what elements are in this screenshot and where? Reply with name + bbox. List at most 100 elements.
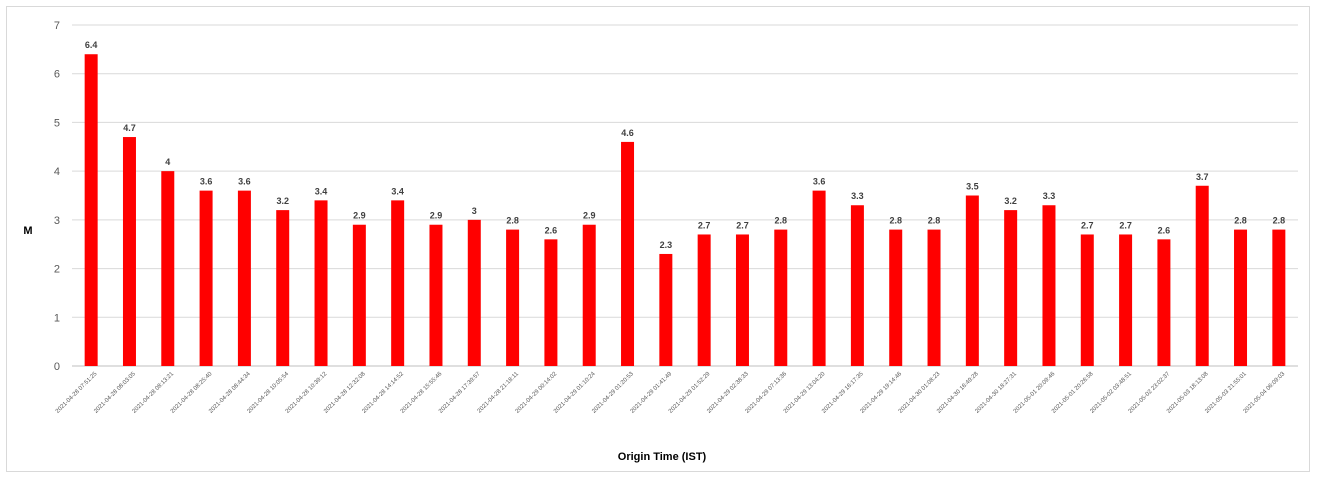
bar (429, 224, 443, 366)
x-tick-label: 2021-04-28 14:14:52 (361, 371, 405, 415)
data-label: 3.6 (238, 177, 251, 187)
x-tick-label: 2021-04-28 12:32:08 (323, 371, 367, 415)
bar (774, 229, 788, 366)
bar (199, 190, 213, 366)
bar (1195, 185, 1209, 366)
x-tick-label: 2021-04-28 08:13:21 (132, 371, 176, 415)
y-tick-label: 4 (54, 166, 60, 178)
data-label: 2.7 (1081, 220, 1094, 230)
data-label: 2.8 (928, 216, 941, 226)
data-label: 2.8 (889, 216, 902, 226)
data-label: 2.9 (583, 211, 596, 221)
x-tick-label: 2021-04-29 16:17:35 (821, 371, 865, 415)
bar (237, 190, 251, 366)
data-label: 2.8 (1234, 216, 1247, 226)
y-tick-label: 1 (54, 312, 60, 324)
bar (391, 200, 405, 366)
x-tick-label: 2021-04-28 17:39:57 (438, 371, 482, 415)
x-tick-label: 2021-04-29 01:20:53 (591, 371, 635, 415)
x-tick-label: 2021-05-04 06:09:03 (1243, 371, 1287, 415)
data-label: 3.7 (1196, 172, 1209, 182)
data-label: 3.4 (391, 186, 404, 196)
bar (812, 190, 826, 366)
y-tick-label: 5 (54, 117, 60, 129)
data-label: 6.4 (85, 40, 98, 50)
y-tick-label: 0 (54, 361, 60, 373)
data-label: 3.6 (813, 177, 826, 187)
x-tick-label: 2021-04-29 01:41:49 (630, 371, 674, 415)
bar (850, 205, 864, 366)
data-label: 2.9 (353, 211, 366, 221)
data-label: 2.9 (430, 211, 443, 221)
data-label: 3.3 (1043, 191, 1056, 201)
data-label: 2.3 (660, 240, 673, 250)
bar (927, 229, 941, 366)
y-tick-label: 7 (54, 20, 60, 32)
bar (735, 234, 749, 366)
data-label: 2.7 (736, 220, 749, 230)
data-label: 4.6 (621, 128, 634, 138)
x-tick-label: 2021-04-29 01:52:29 (668, 371, 712, 415)
data-label: 2.8 (1273, 216, 1286, 226)
x-tick-label: 2021-04-28 08:25:40 (170, 371, 214, 415)
bar (582, 224, 596, 366)
bar (1272, 229, 1286, 366)
x-tick-label: 2021-04-29 13:04:20 (783, 371, 827, 415)
x-tick-label: 2021-05-02 23:02:37 (1128, 371, 1172, 415)
bar (84, 54, 98, 366)
y-tick-label: 3 (54, 215, 60, 227)
x-tick-label: 2021-04-28 07:51:25 (55, 371, 99, 415)
x-tick-label: 2021-04-29 01:10:24 (553, 371, 597, 415)
bar (467, 219, 481, 366)
x-tick-label: 2021-04-30 18:27:31 (974, 371, 1018, 415)
x-tick-label: 2021-04-29 00:14:02 (515, 371, 559, 415)
bar (1042, 205, 1056, 366)
bar (889, 229, 903, 366)
bar (161, 171, 175, 366)
x-tick-label: 2021-05-03 21:55:01 (1204, 371, 1248, 415)
x-tick-label: 2021-05-01 20:09:46 (1013, 371, 1057, 415)
data-label: 3.3 (851, 191, 864, 201)
x-tick-label: 2021-04-30 01:08:23 (898, 371, 942, 415)
bar (1119, 234, 1133, 366)
y-tick-label: 6 (54, 69, 60, 81)
bar (1004, 210, 1018, 366)
bars (84, 54, 1286, 366)
y-axis-title: M (23, 225, 32, 237)
data-label: 3.2 (276, 196, 289, 206)
x-tick-label: 2021-05-01 20:26:58 (1051, 371, 1095, 415)
data-label: 3.4 (315, 186, 328, 196)
bar (276, 210, 290, 366)
x-tick-label: 2021-04-28 10:39:12 (285, 371, 329, 415)
x-tick-label: 2021-04-28 10:05:54 (246, 371, 290, 415)
bar (544, 239, 558, 366)
data-label: 2.8 (506, 216, 519, 226)
data-label: 2.8 (775, 216, 788, 226)
x-tick-label: 2021-04-29 07:13:36 (745, 371, 789, 415)
bar (659, 253, 673, 366)
data-label: 3.5 (966, 182, 979, 192)
bar (965, 195, 979, 366)
data-label: 4 (165, 157, 170, 167)
x-tick-label: 2021-05-03 18:13:08 (1166, 371, 1210, 415)
x-tick-label: 2021-04-30 16:49:28 (936, 371, 980, 415)
x-axis-title: Origin Time (IST) (618, 451, 707, 463)
x-tick-label: 2021-05-02 03:48:51 (1089, 371, 1133, 415)
y-axis-ticks: 0 1 2 3 4 5 6 7 (54, 20, 60, 373)
data-label: 3.2 (1004, 196, 1017, 206)
bar (352, 224, 366, 366)
bar (1234, 229, 1248, 366)
gridlines (72, 24, 1298, 367)
x-tick-label: 2021-04-28 08:44:34 (208, 371, 252, 415)
data-label: 4.7 (123, 123, 136, 133)
data-labels: 6.4 4.7 4 3.6 3.6 3.2 3.4 2.9 3.4 2.9 3 2.8 2.6 2.9 4.… (85, 40, 1285, 250)
data-label: 3 (472, 206, 477, 216)
x-tick-label: 2021-04-28 21:18:11 (477, 371, 521, 415)
data-label: 2.7 (698, 220, 711, 230)
y-tick-label: 2 (54, 264, 60, 276)
data-label: 3.6 (200, 177, 213, 187)
bar (122, 137, 136, 366)
data-label: 2.6 (545, 225, 558, 235)
